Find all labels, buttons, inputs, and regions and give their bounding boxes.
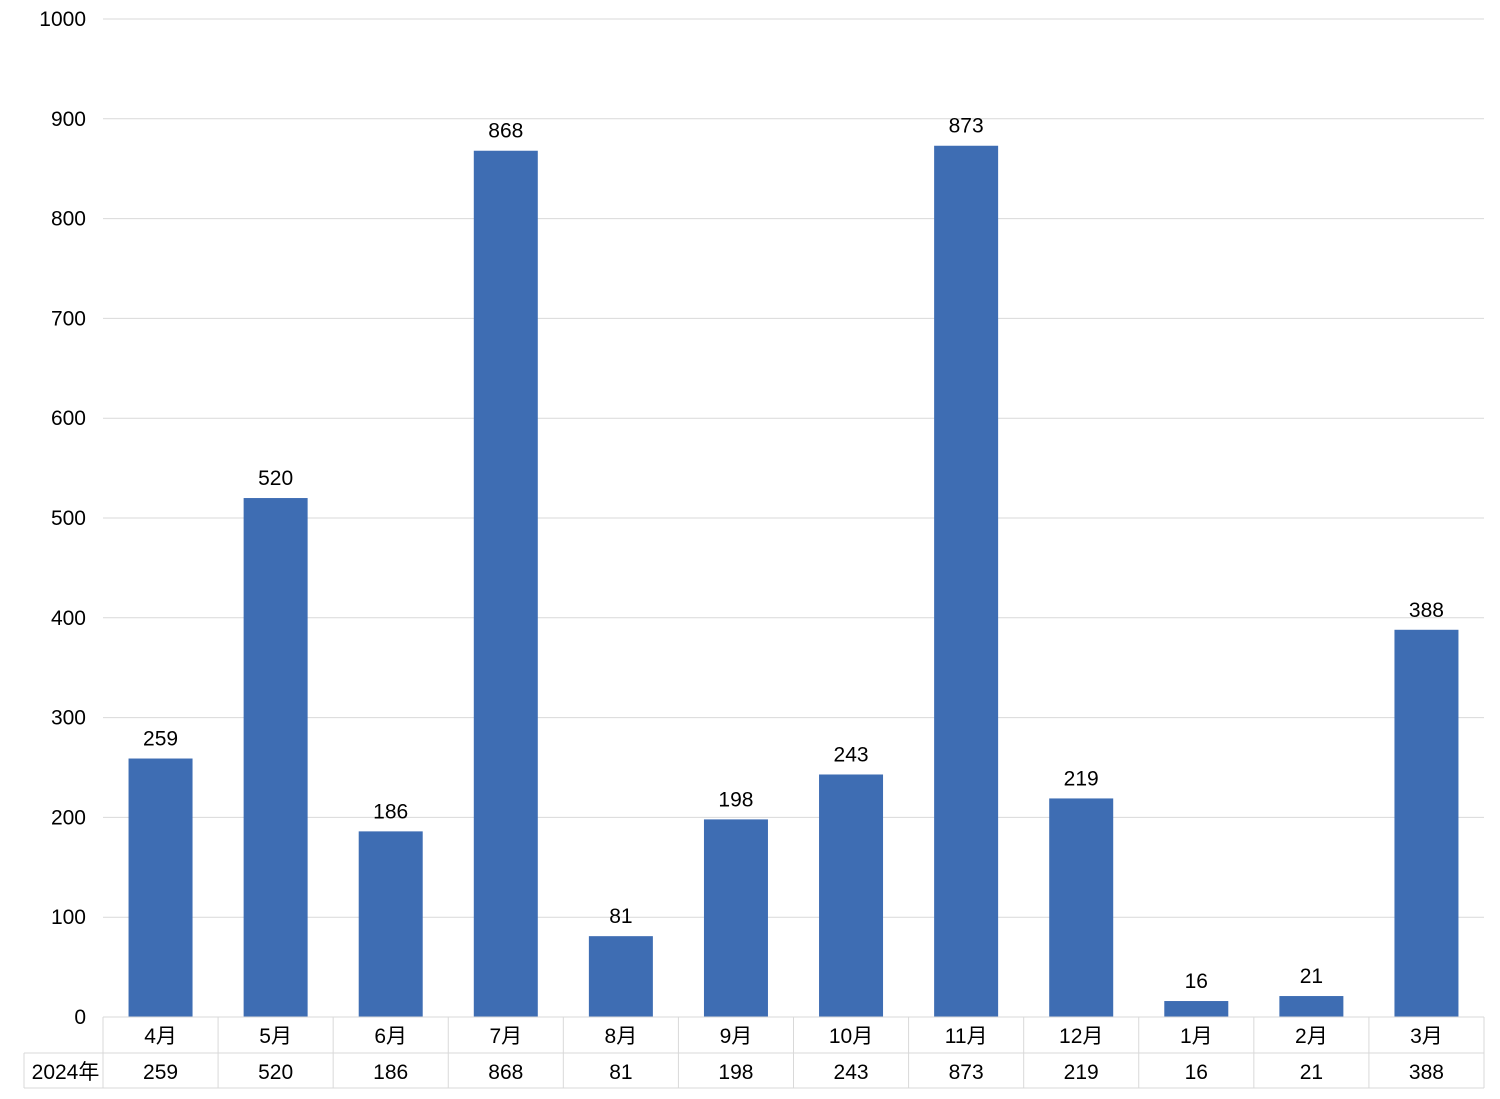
y-tick-label: 800: [51, 208, 86, 231]
y-tick-label: 600: [51, 407, 86, 430]
bar: [703, 819, 768, 1017]
bar: [819, 774, 884, 1017]
data-label: 16: [1185, 970, 1208, 993]
bar: [934, 145, 999, 1018]
bar: [588, 936, 653, 1017]
table-value: 186: [373, 1061, 408, 1084]
table-value: 388: [1409, 1061, 1444, 1084]
category-label: 3月: [1410, 1025, 1443, 1048]
data-label: 21: [1300, 965, 1323, 988]
data-label: 388: [1409, 599, 1444, 622]
table-value: 16: [1185, 1061, 1208, 1084]
category-label: 1月: [1180, 1025, 1213, 1048]
data-label: 868: [488, 120, 523, 143]
y-tick-label: 0: [74, 1006, 86, 1029]
bars: [128, 145, 1459, 1018]
table-value: 868: [488, 1061, 523, 1084]
bar: [243, 498, 308, 1017]
y-axis: 0 100 200 300 400 500 600 700 800 900 1000: [39, 8, 86, 1029]
y-tick-label: 100: [51, 906, 86, 929]
data-label: 198: [718, 788, 753, 811]
y-tick-label: 300: [51, 707, 86, 730]
bar: [1164, 1001, 1229, 1017]
y-tick-label: 500: [51, 507, 86, 530]
data-label: 243: [834, 743, 869, 766]
category-label: 10月: [829, 1025, 873, 1048]
bar: [1049, 798, 1114, 1017]
bar: [358, 831, 423, 1017]
data-label: 520: [258, 467, 293, 490]
y-tick-label: 400: [51, 607, 86, 630]
category-label: 12月: [1059, 1025, 1103, 1048]
table-value: 81: [609, 1061, 632, 1084]
y-tick-label: 200: [51, 806, 86, 829]
bar: [473, 150, 538, 1018]
category-label: 6月: [374, 1025, 407, 1048]
data-label: 219: [1064, 767, 1099, 790]
series-label: 2024年: [32, 1061, 100, 1084]
table-value: 243: [834, 1061, 869, 1084]
category-label: 11月: [945, 1025, 988, 1048]
y-tick-label: 700: [51, 307, 86, 330]
y-tick-label: 900: [51, 108, 86, 131]
y-tick-label: 1000: [39, 8, 86, 31]
data-table: 4月 5月 6月 7月 8月 9月 10月 11月 12月 1月 2月 3月 2024年 259 520 18…: [23, 1016, 1485, 1089]
data-label: 259: [143, 728, 178, 751]
category-label: 5月: [259, 1025, 292, 1048]
gridlines: [103, 18, 1484, 918]
data-label: 873: [949, 115, 984, 138]
data-label: 81: [609, 905, 632, 928]
table-value: 21: [1300, 1061, 1323, 1084]
category-label: 8月: [605, 1025, 638, 1048]
category-label: 7月: [489, 1025, 522, 1048]
data-labels: 259 520 186 868 81 198 243 873 219 16 21 388: [143, 115, 1444, 993]
table-value: 873: [949, 1061, 984, 1084]
table-value: 259: [143, 1061, 178, 1084]
category-label: 4月: [144, 1025, 177, 1048]
table-value: 520: [258, 1061, 293, 1084]
bar: [1394, 629, 1459, 1017]
bar: [128, 758, 193, 1017]
category-label: 2月: [1295, 1025, 1328, 1048]
table-value: 198: [718, 1061, 753, 1084]
data-label: 186: [373, 800, 408, 823]
bar: [1279, 996, 1344, 1017]
table-value: 219: [1064, 1061, 1099, 1084]
category-label: 9月: [720, 1025, 753, 1048]
